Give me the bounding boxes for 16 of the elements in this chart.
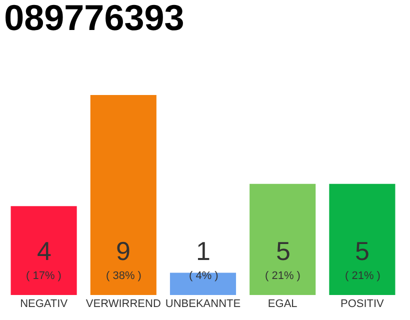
bar	[170, 272, 236, 295]
bar	[90, 95, 156, 295]
x-tick-label: NEGATIV	[20, 298, 68, 310]
chart-title: 089776393	[4, 0, 184, 38]
data-label: 1 ( 4% )	[189, 236, 218, 282]
bar	[10, 206, 77, 295]
data-label: 5 ( 21% )	[265, 236, 300, 282]
data-label: 9 ( 38% )	[106, 236, 142, 282]
x-tick-label: UNBEKANNTE	[165, 298, 241, 310]
x-tick-label: POSITIV	[340, 298, 385, 310]
x-tick-label: VERWIRREND	[86, 298, 161, 310]
data-label: 5 ( 21% )	[345, 236, 380, 282]
bar	[250, 184, 316, 295]
x-tick-label: EGAL	[268, 298, 298, 310]
bar	[329, 184, 396, 295]
data-label: 4 ( 17% )	[26, 236, 62, 282]
